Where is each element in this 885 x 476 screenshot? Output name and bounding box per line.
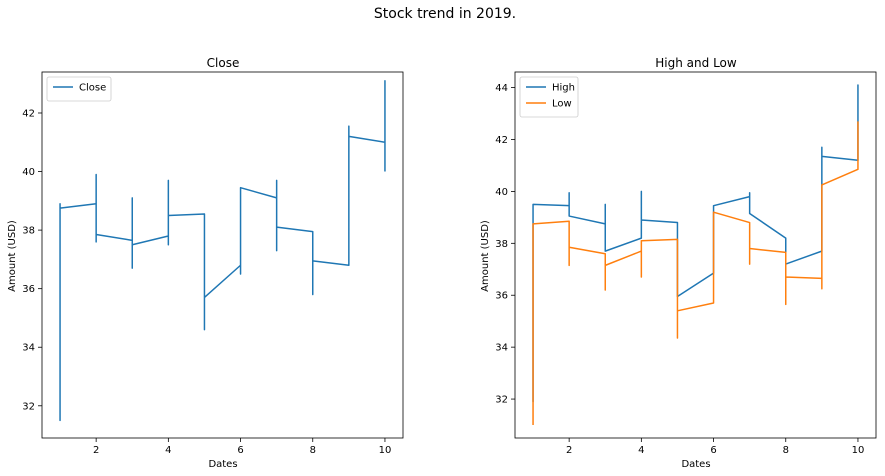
close-chart-ytick-label: 38 <box>22 226 35 237</box>
high-low-chart-xlabel: Dates <box>681 459 710 470</box>
close-chart-title: Close <box>207 56 240 70</box>
close-chart-legend-box <box>46 76 112 102</box>
close-chart-xtick-label: 4 <box>165 445 171 456</box>
close-chart-ytick-label: 34 <box>22 343 35 354</box>
close-chart-ytick-label: 40 <box>22 167 35 178</box>
close-chart-legend: Close <box>46 76 112 102</box>
close-chart-ytick-label: 32 <box>22 401 35 412</box>
high-low-chart-ytick-label: 44 <box>495 83 508 94</box>
high-low-chart-xtick-label: 4 <box>638 445 644 456</box>
close-chart-ytick-label: 36 <box>22 284 35 295</box>
high-low-chart-ytick-label: 38 <box>495 239 508 250</box>
high-low-chart-ytick-label: 34 <box>495 343 508 354</box>
high-low-chart-series-high <box>532 84 859 403</box>
high-low-chart: High and Low Dates Amount (USD) 2 4 6 8 10 32… <box>480 56 877 470</box>
high-low-chart-ytick-label: 36 <box>495 291 508 302</box>
high-low-chart-frame <box>514 71 877 439</box>
close-chart-ytick-label: 42 <box>22 108 35 119</box>
high-low-chart-ytick-label: 40 <box>495 187 508 198</box>
close-chart-xtick-label: 8 <box>310 445 316 456</box>
high-low-chart-legend-label-high: High <box>552 83 575 94</box>
high-low-chart-xtick-label: 6 <box>710 445 716 456</box>
close-chart-xlabel: Dates <box>208 459 237 470</box>
high-low-chart-ytick-label: 32 <box>495 395 508 406</box>
high-low-chart-ylabel: Amount (USD) <box>480 220 491 292</box>
close-chart-ylabel: Amount (USD) <box>7 220 18 292</box>
close-chart-frame <box>41 71 404 439</box>
high-low-chart-legend-label-low: Low <box>552 99 572 110</box>
close-chart-xtick-label: 10 <box>379 445 392 456</box>
high-low-chart-xtick-label: 10 <box>852 445 865 456</box>
high-low-chart-legend: High Low <box>519 76 579 118</box>
high-low-chart-ytick-label: 42 <box>495 135 508 146</box>
high-low-chart-xtick-label: 8 <box>783 445 789 456</box>
figure-title: Stock trend in 2019. <box>374 6 516 22</box>
close-chart-legend-label-close: Close <box>79 83 106 94</box>
high-low-chart-series-low <box>532 121 859 426</box>
high-low-chart-xtick-label: 2 <box>566 445 572 456</box>
close-chart-xtick-label: 6 <box>237 445 243 456</box>
high-low-chart-title: High and Low <box>655 56 737 70</box>
close-chart: Close Dates Amount (USD) 2 4 6 8 10 32 34 36 38 4… <box>7 56 404 470</box>
close-chart-series-close <box>59 80 386 422</box>
close-chart-xtick-label: 2 <box>93 445 99 456</box>
